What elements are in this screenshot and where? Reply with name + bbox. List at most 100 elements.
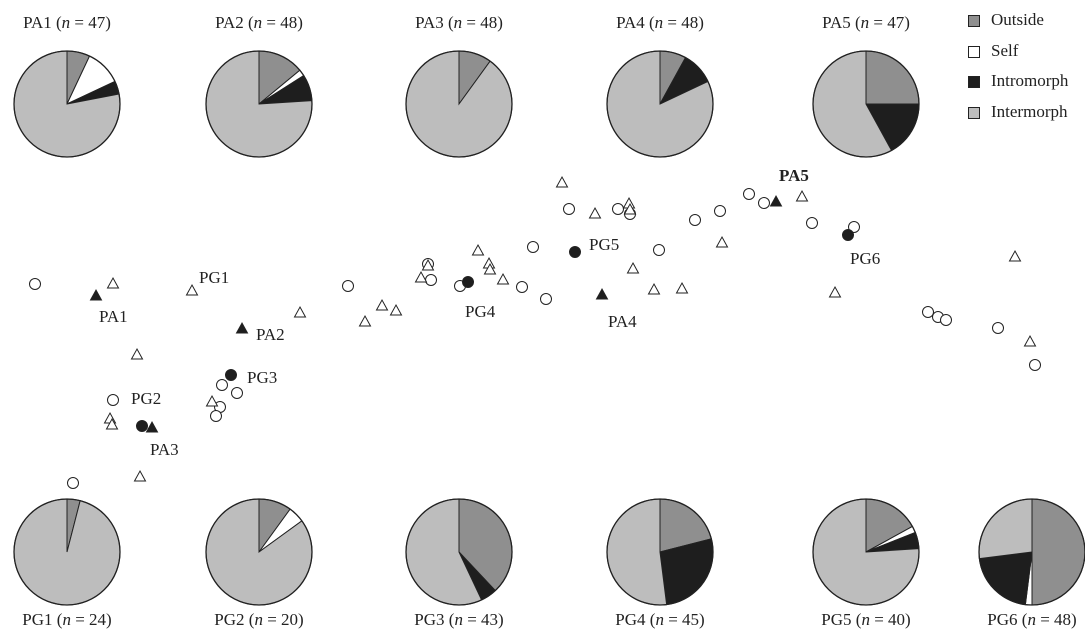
scatter-point-triangle [623, 203, 637, 215]
scatter-point-circle [940, 314, 952, 326]
scatter-point-circle [342, 280, 354, 292]
legend-label: Self [991, 40, 1019, 60]
pie-pa1 [13, 50, 121, 158]
pie-outline [978, 498, 1085, 606]
scatter-point-triangle [389, 304, 403, 316]
point-label-pa1: PA1 [99, 307, 128, 326]
pie-title-pa5: PA5 (n = 47) [822, 13, 910, 32]
point-label-pg6: PG6 [850, 249, 881, 268]
pie-outline [812, 50, 920, 158]
scatter-point-circle [563, 203, 575, 215]
scatter-point-circle [806, 217, 818, 229]
pie-outline [405, 498, 513, 606]
pie-title-pa1: PA1 (n = 47) [23, 13, 111, 32]
pie-pg3 [405, 498, 513, 606]
legend-label: Outside [991, 10, 1044, 29]
scatter-point-triangle [133, 470, 147, 482]
pie-pg2 [205, 498, 313, 606]
scatter-point-pa5 [769, 195, 783, 207]
scatter-point-circle [689, 214, 701, 226]
scatter-point-circle [216, 379, 228, 391]
scatter-point-pg4 [462, 276, 474, 288]
scatter-point-triangle [105, 418, 119, 430]
pie-pa5 [812, 50, 920, 158]
scatter-point-pa3 [145, 421, 159, 433]
pies-bottom-row [13, 498, 1085, 606]
scatter-point-triangle [1008, 250, 1022, 262]
pie-outline [606, 50, 714, 158]
scatter-point-circle [425, 274, 437, 286]
scatter-point-triangle [795, 190, 809, 202]
scatter-point-triangle [106, 277, 120, 289]
pie-title-pg4: PG4 (n = 45) [615, 610, 705, 629]
scatter-point-circle [714, 205, 726, 217]
point-label-pa5: PA5 [779, 166, 809, 185]
pie-pa3 [405, 50, 513, 158]
pie-slice-outside [865, 50, 920, 105]
pie-outline [606, 498, 714, 606]
scatter-point-pa2 [235, 322, 249, 334]
point-label-pg5: PG5 [589, 235, 620, 254]
pie-pa4 [606, 50, 714, 158]
pie-slice-intromorph [978, 551, 1033, 606]
point-label-pa2: PA2 [256, 325, 285, 344]
scatter-point-circle [1029, 359, 1041, 371]
scatter-point-triangle [555, 176, 569, 188]
scatter-point-circle [612, 203, 624, 215]
scatter-point-triangle [185, 284, 199, 296]
pie-outline [812, 498, 920, 606]
scatter-point-pa1 [89, 289, 103, 301]
pie-outline [205, 50, 313, 158]
pie-outline [13, 498, 121, 606]
pie-outline [405, 50, 513, 158]
legend-swatch-intermorph [968, 106, 980, 119]
scatter-point-triangle [715, 236, 729, 248]
pie-title-pg3: PG3 (n = 43) [414, 610, 504, 629]
point-label-pg1: PG1 [199, 268, 230, 287]
scatter-point-pg3 [225, 369, 237, 381]
pie-pg6 [978, 498, 1085, 606]
pie-slice-intermorph [978, 498, 1033, 560]
legend-label: Intromorph [991, 71, 1069, 90]
scatter-point-pg5 [569, 246, 581, 258]
scatter-point-triangle [1023, 335, 1037, 347]
scatter-point-pg2 [136, 420, 148, 432]
scatter-point-triangle [414, 271, 428, 283]
scatter-point-circle [29, 278, 41, 290]
scatter-point-triangle [293, 306, 307, 318]
pie-outline [205, 498, 313, 606]
scatter-point-triangle [647, 283, 661, 295]
scatter-point-circle [210, 410, 222, 422]
scatter-point-circle [67, 477, 79, 489]
scatter-point-triangle [588, 207, 602, 219]
scatter-point-triangle [375, 299, 389, 311]
scatter-point-pg6 [842, 229, 854, 241]
scatter-point-circle [848, 221, 860, 233]
scatter-point-triangle [828, 286, 842, 298]
legend-label: Intermorph [991, 101, 1068, 121]
pie-pg5 [812, 498, 920, 606]
pie-title-pg6: PG6 (n = 48) [987, 610, 1077, 629]
scatter-point-circle [540, 293, 552, 305]
pie-title-pg1: PG1 (n = 24) [22, 610, 112, 629]
scatter-point-triangle [471, 244, 485, 256]
scatter-point-triangle [205, 395, 219, 407]
scatter-point-circle [743, 188, 755, 200]
scatter-point-circle [992, 322, 1004, 334]
point-label-pg2: PG2 [131, 389, 162, 408]
legend-swatch-outside [968, 15, 980, 27]
scatter-point-triangle [421, 259, 435, 271]
pie-title-pa4: PA4 (n = 48) [616, 13, 704, 32]
point-label-pg3: PG3 [247, 368, 278, 387]
legend-swatch-intromorph [968, 76, 980, 88]
point-label-pa4: PA4 [608, 312, 637, 331]
scatter-point-circle [527, 241, 539, 253]
pie-slice-intermorph [606, 498, 668, 606]
scatter-point-triangle [675, 282, 689, 294]
scatter-point-circle [107, 394, 119, 406]
point-label-pa3: PA3 [150, 440, 179, 459]
point-label-pg4: PG4 [465, 302, 496, 321]
scatter-point-triangle [130, 348, 144, 360]
scatter-point-triangle [496, 273, 510, 285]
